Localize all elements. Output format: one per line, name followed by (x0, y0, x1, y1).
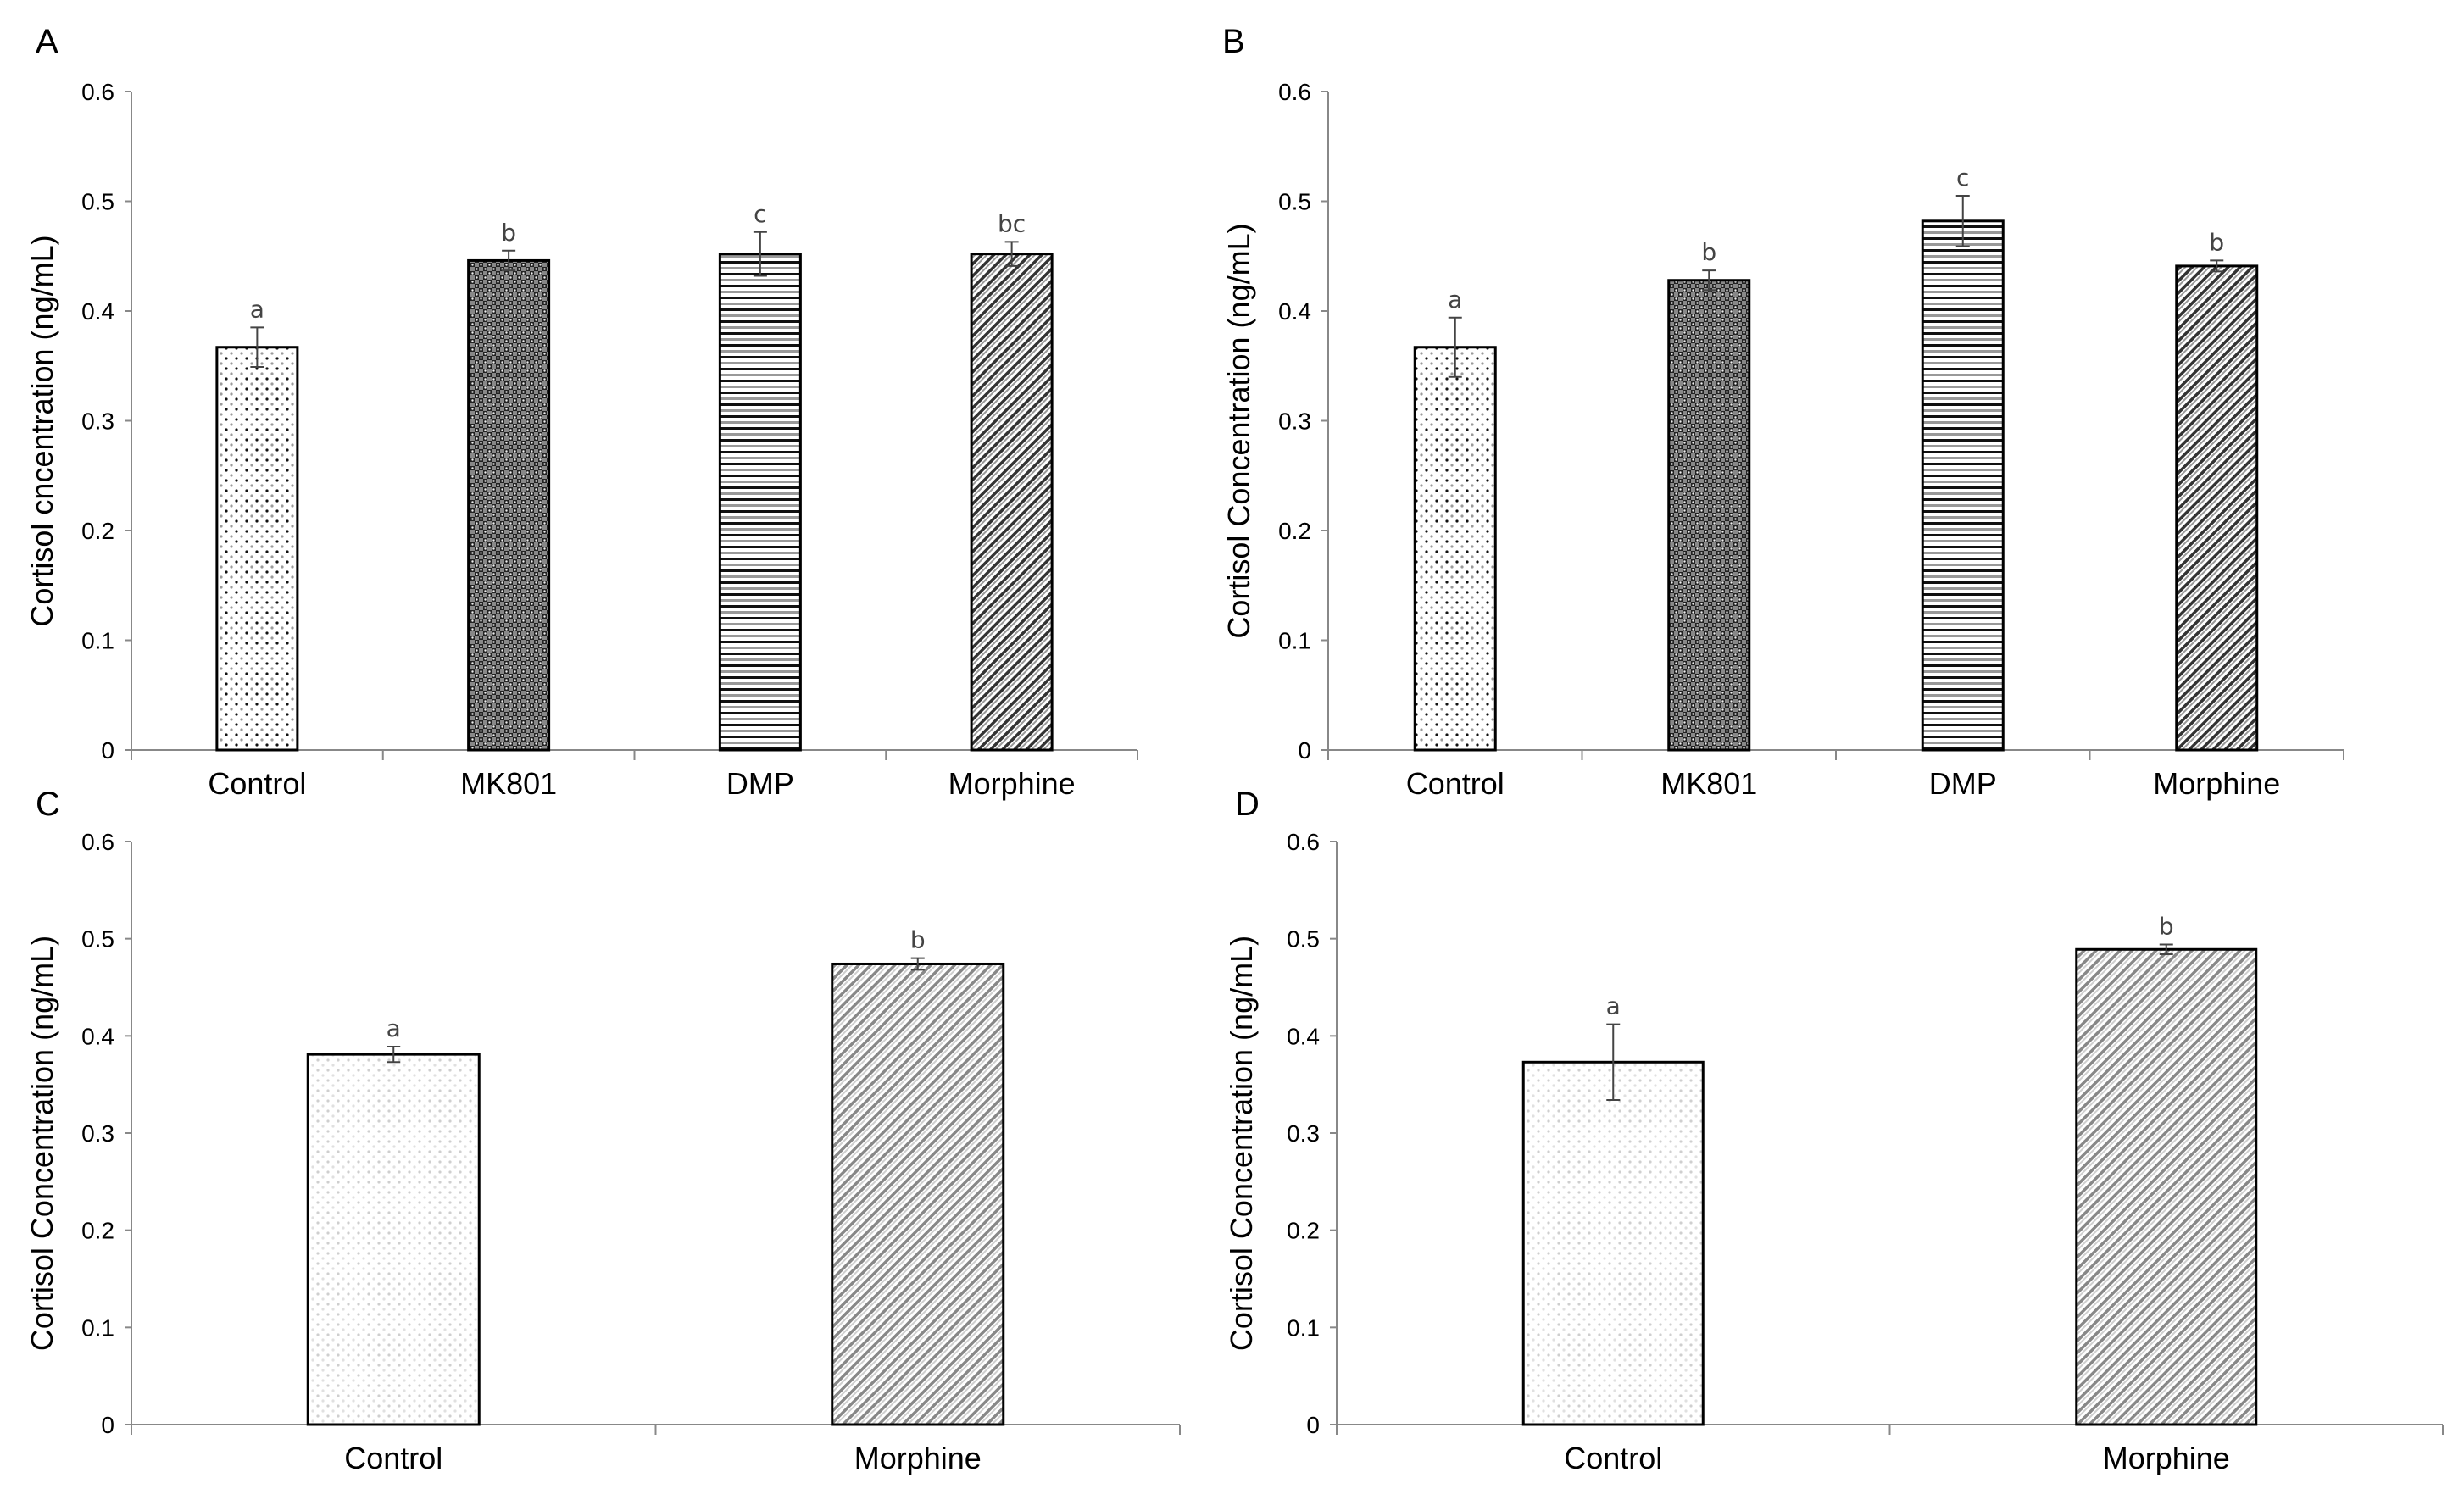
y-tick-label: 0 (1298, 737, 1311, 764)
bar-control (1521, 1060, 1705, 1426)
chart-panel-d: D Cortisol Concentration (ng/mL) 0 0.1 0.2 0.… (1224, 786, 2444, 1475)
y-tick-label: 0.6 (1287, 829, 1320, 855)
y-tick-label: 0.4 (81, 1023, 114, 1049)
y-tick-label: 0 (101, 737, 114, 764)
significance-label: a (250, 295, 264, 323)
bar-mk801 (1667, 279, 1751, 752)
significance-label: b (2159, 913, 2174, 941)
y-tick-label: 0.3 (1278, 408, 1311, 435)
panel-letter: C (36, 786, 60, 823)
y-tick-label: 0.1 (81, 628, 114, 654)
significance-label: a (1606, 992, 1621, 1020)
x-tick-label: Control (208, 766, 306, 801)
panel-letter: B (1222, 23, 1245, 60)
x-tick-label: MK801 (1660, 766, 1757, 801)
y-tick-label: 0.6 (81, 829, 114, 855)
bar-morphine (831, 962, 1005, 1426)
y-tick-label: 0.5 (81, 189, 114, 215)
x-tick-label: Control (1406, 766, 1505, 801)
y-tick-label: 0.2 (1278, 518, 1311, 544)
y-tick-label: 0.2 (1287, 1218, 1320, 1244)
x-tick-label: Morphine (2153, 766, 2280, 801)
y-tick-label: 0.3 (1287, 1120, 1320, 1147)
chart-panel-c: C Cortisol Concentration (ng/mL) 0 0.1 0.2 0.… (25, 786, 1181, 1475)
significance-label: a (1448, 286, 1462, 314)
y-tick-label: 0.1 (1287, 1314, 1320, 1341)
y-tick-label: 0 (1306, 1412, 1320, 1438)
x-tick-label: DMP (726, 766, 794, 801)
bar-morphine (2175, 264, 2259, 752)
bar-morphine (970, 253, 1054, 752)
x-tick-label: Morphine (2103, 1441, 2230, 1475)
y-axis-label: Cortisol Concentration (ng/mL) (1221, 223, 1256, 638)
significance-label: b (910, 926, 926, 954)
y-tick-label: 0.4 (81, 298, 114, 325)
bar-control (306, 1053, 481, 1426)
panel-letter: D (1235, 786, 1260, 823)
y-tick-label: 0.4 (1287, 1023, 1320, 1049)
significance-label: b (501, 219, 516, 247)
x-tick-label: Control (1564, 1441, 1662, 1475)
x-tick-label: Morphine (948, 766, 1076, 801)
y-tick-label: 0.5 (1287, 926, 1320, 953)
y-tick-label: 0.5 (81, 926, 114, 953)
y-tick-label: 0.3 (81, 408, 114, 435)
chart-panel-a: A Cortisol cncentration (ng/mL) 0 0.1 0.2 0.3… (25, 23, 1138, 801)
panel-letter: A (36, 23, 58, 60)
y-axis-label: Cortisol Concentration (ng/mL) (1224, 936, 1259, 1351)
significance-label: b (1701, 238, 1716, 266)
y-tick-label: 0.4 (1278, 298, 1311, 325)
y-tick-label: 0.3 (81, 1120, 114, 1147)
bar-dmp (1921, 219, 2005, 752)
x-tick-label: Morphine (854, 1441, 982, 1475)
significance-label: bc (998, 209, 1026, 237)
y-tick-label: 0.5 (1278, 189, 1311, 215)
bar-mk801 (467, 258, 551, 752)
y-axis-label: Cortisol cncentration (ng/mL) (25, 235, 59, 626)
significance-label: c (1956, 164, 1969, 192)
y-tick-label: 0.1 (1278, 628, 1311, 654)
y-tick-label: 0.6 (81, 79, 114, 105)
y-tick-label: 0.1 (81, 1314, 114, 1341)
significance-label: a (387, 1014, 401, 1042)
bar-control (1413, 346, 1497, 752)
significance-label: c (754, 200, 766, 228)
bar-control (215, 346, 299, 752)
x-tick-label: Control (344, 1441, 442, 1475)
significance-label: b (2209, 228, 2224, 256)
chart-panel-b: B Cortisol Concentration (ng/mL) 0 0.1 0.2 0.… (1221, 23, 2344, 801)
y-tick-label: 0.2 (81, 1218, 114, 1244)
x-tick-label: MK801 (460, 766, 557, 801)
y-tick-label: 0.6 (1278, 79, 1311, 105)
bar-morphine (2075, 947, 2258, 1426)
y-axis-label: Cortisol Concentration (ng/mL) (25, 936, 59, 1351)
y-tick-label: 0 (101, 1412, 114, 1438)
y-tick-label: 0.2 (81, 518, 114, 544)
bar-dmp (718, 253, 802, 752)
x-tick-label: DMP (1929, 766, 1997, 801)
